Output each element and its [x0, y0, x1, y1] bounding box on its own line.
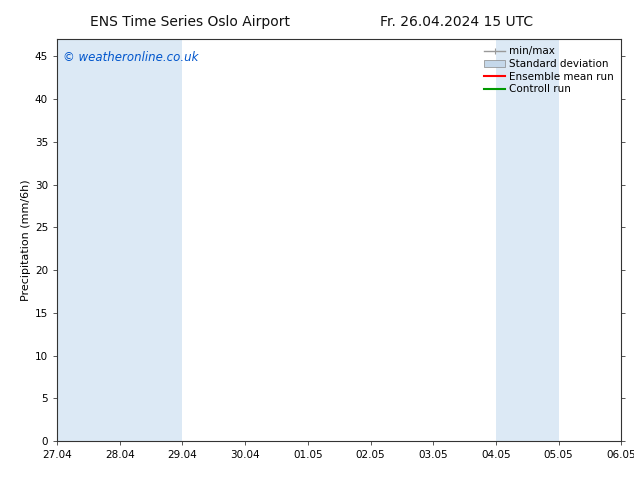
Text: © weatheronline.co.uk: © weatheronline.co.uk: [63, 51, 198, 64]
Bar: [120, 39, 183, 441]
Bar: [57, 39, 120, 441]
Text: ENS Time Series Oslo Airport: ENS Time Series Oslo Airport: [90, 15, 290, 29]
Bar: [621, 39, 634, 441]
Y-axis label: Precipitation (mm/6h): Precipitation (mm/6h): [21, 179, 30, 301]
Text: Fr. 26.04.2024 15 UTC: Fr. 26.04.2024 15 UTC: [380, 15, 533, 29]
Legend: min/max, Standard deviation, Ensemble mean run, Controll run: min/max, Standard deviation, Ensemble me…: [482, 45, 616, 97]
Bar: [496, 39, 559, 441]
